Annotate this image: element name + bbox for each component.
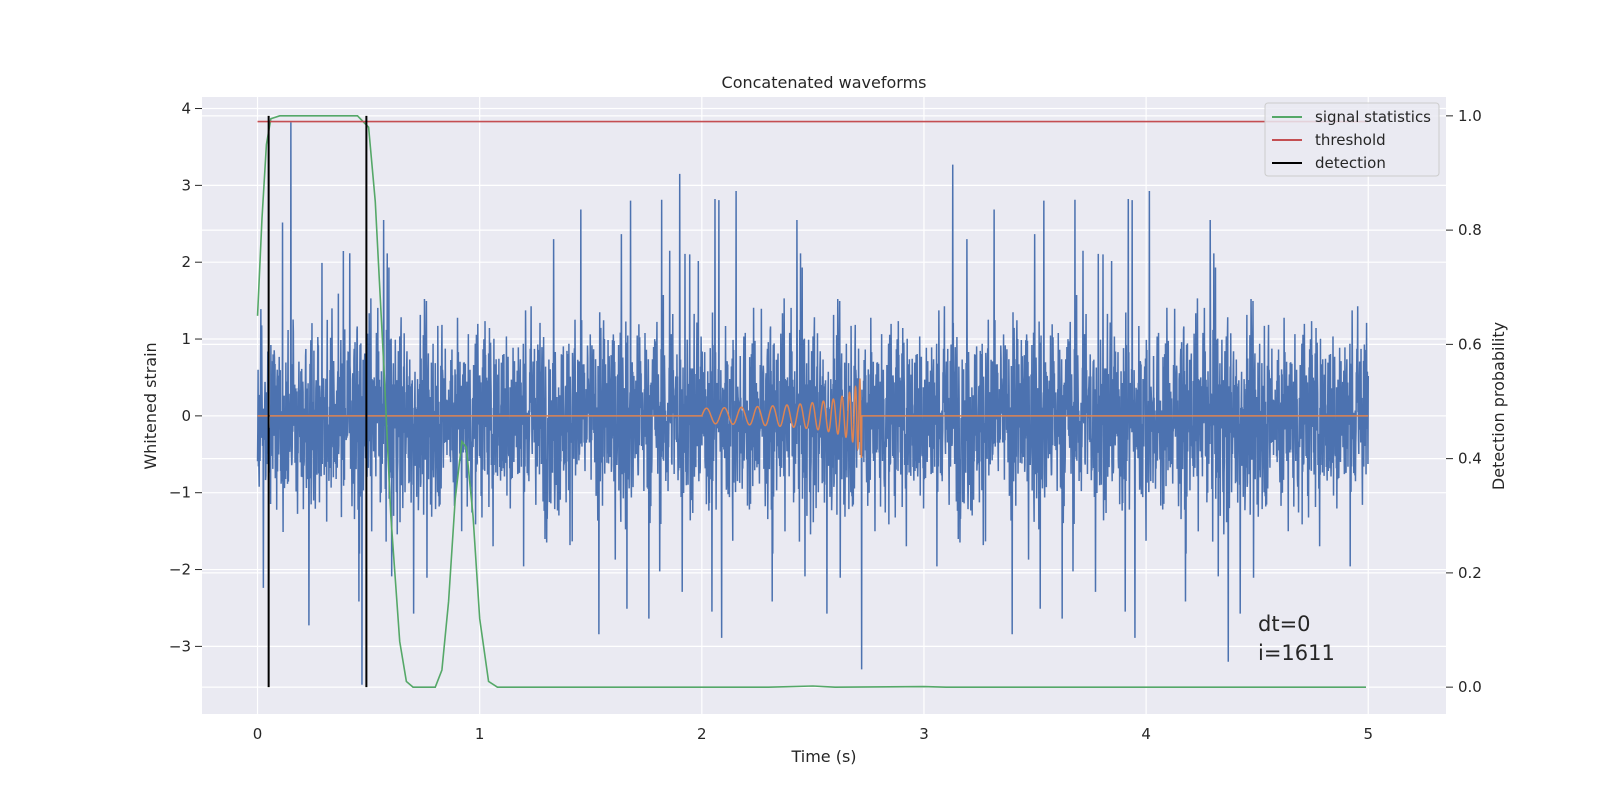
detection-series xyxy=(267,115,368,688)
y-axis-label: Whitened strain xyxy=(141,342,160,469)
x-tick-label: 5 xyxy=(1363,725,1373,743)
y-tick-label: −3 xyxy=(169,637,191,655)
y-right-tick-label: 0.0 xyxy=(1458,678,1482,696)
x-axis-label: Time (s) xyxy=(790,747,856,766)
y-tick-label: 2 xyxy=(181,253,191,271)
chart-title: Concatenated waveforms xyxy=(722,73,927,92)
x-tick-label: 2 xyxy=(697,725,707,743)
y-right-tick-label: 0.4 xyxy=(1458,450,1482,468)
signal-statistics-series xyxy=(256,115,1367,688)
y-tick-label: −2 xyxy=(169,561,191,579)
y-tick-label: 1 xyxy=(181,330,191,348)
noise-series xyxy=(256,122,1369,685)
x-tick-label: 4 xyxy=(1141,725,1151,743)
y-right-axis-label: Detection probability xyxy=(1489,322,1508,490)
chirp-trace xyxy=(257,378,1369,458)
chirp-series xyxy=(257,378,1369,458)
y-tick-label: 4 xyxy=(181,100,191,118)
noise-trace xyxy=(256,122,1369,685)
legend-box xyxy=(1264,102,1440,177)
y-right-tick-label: 1.0 xyxy=(1458,107,1482,125)
signal-statistics-line xyxy=(256,115,1367,688)
tick-labels: 0 1 2 3 4 5 −3 −2 −1 0 1 2 3 4 0.0 0.2 0.4 0.6 0.8 1.0 xyxy=(169,100,1482,743)
legend-label-threshold: threshold xyxy=(1315,131,1386,149)
y-tick-label: −1 xyxy=(169,484,191,502)
x-tick-label: 1 xyxy=(475,725,485,743)
legend: signal statistics threshold detection xyxy=(1264,102,1440,177)
y-tick-label: 3 xyxy=(181,176,191,194)
legend-label-signal-statistics: signal statistics xyxy=(1315,108,1431,126)
x-tick-label: 0 xyxy=(253,725,263,743)
y-right-tick-label: 0.8 xyxy=(1458,221,1482,239)
y-right-tick-label: 0.6 xyxy=(1458,335,1482,353)
y-tick-label: 0 xyxy=(181,407,191,425)
x-tick-label: 3 xyxy=(919,725,929,743)
annotation-index: i=1611 xyxy=(1258,641,1335,665)
y-right-tick-label: 0.2 xyxy=(1458,564,1482,582)
legend-label-detection: detection xyxy=(1315,154,1386,172)
annotation-dt: dt=0 xyxy=(1258,612,1311,636)
